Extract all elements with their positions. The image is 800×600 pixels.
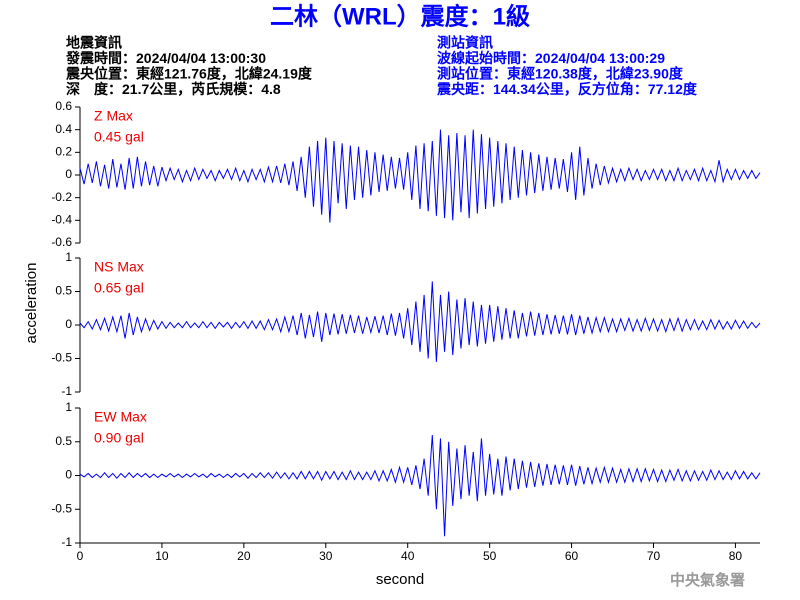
panel-max: 0.65 gal: [94, 280, 144, 296]
y-tick-label: 0.2: [55, 145, 72, 159]
panel-max: 0.45 gal: [94, 129, 144, 145]
x-tick-label: 0: [77, 549, 84, 563]
y-tick-label: -1: [61, 384, 72, 398]
x-tick-label: 50: [483, 549, 497, 563]
info-line: 震央位置：東經121.76度，北緯24.19度: [65, 66, 313, 82]
x-axis-label: second: [376, 571, 424, 588]
panel-max: 0.90 gal: [94, 430, 144, 446]
waveform: [79, 129, 761, 223]
x-tick-label: 10: [155, 549, 169, 563]
y-tick-label: 1: [65, 400, 72, 414]
y-tick-label: -0.2: [51, 190, 72, 204]
x-tick-label: 30: [319, 549, 333, 563]
info-line: 深 度：21.7公里，芮氏規模：4.8: [66, 81, 281, 97]
y-tick-label: -0.5: [51, 501, 72, 515]
x-tick-label: 80: [729, 549, 743, 563]
y-tick-label: 0.5: [55, 434, 72, 448]
y-tick-label: -0.6: [51, 235, 72, 249]
waveform: [79, 434, 761, 537]
y-tick-label: -0.4: [51, 213, 72, 227]
y-tick-label: 0: [65, 167, 72, 181]
info-line: 震央距：144.34公里，反方位角：77.12度: [436, 81, 698, 97]
x-tick-label: 70: [647, 549, 661, 563]
y-tick-label: 0.5: [55, 284, 72, 298]
info-line: 測站資訊: [437, 35, 493, 51]
info-line: 發震時間：2024/04/04 13:00:30: [65, 50, 266, 66]
footer: 中央氣象署: [670, 571, 745, 589]
y-tick-label: 0: [65, 468, 72, 482]
x-tick-label: 40: [401, 549, 415, 563]
y-tick-label: 0.4: [55, 122, 72, 136]
chart-title: 二林（WRL）震度：1級: [270, 2, 530, 30]
waveform: [79, 281, 761, 362]
info-line: 測站位置：東經120.38度，北緯23.90度: [437, 66, 684, 82]
y-tick-label: -1: [61, 535, 72, 549]
y-tick-label: -0.5: [51, 351, 72, 365]
info-line: 波線起始時間：2024/04/04 13:00:29: [437, 50, 665, 66]
panel-name: EW Max: [94, 409, 147, 425]
y-tick-label: 0.6: [55, 99, 72, 113]
panel-name: Z Max: [94, 108, 133, 124]
y-tick-label: 1: [65, 250, 72, 264]
panel-name: NS Max: [94, 259, 144, 275]
y-axis-label: acceleration: [23, 263, 40, 344]
x-tick-label: 60: [565, 549, 579, 563]
x-tick-label: 20: [237, 549, 251, 563]
info-line: 地震資訊: [66, 35, 122, 51]
y-tick-label: 0: [65, 317, 72, 331]
